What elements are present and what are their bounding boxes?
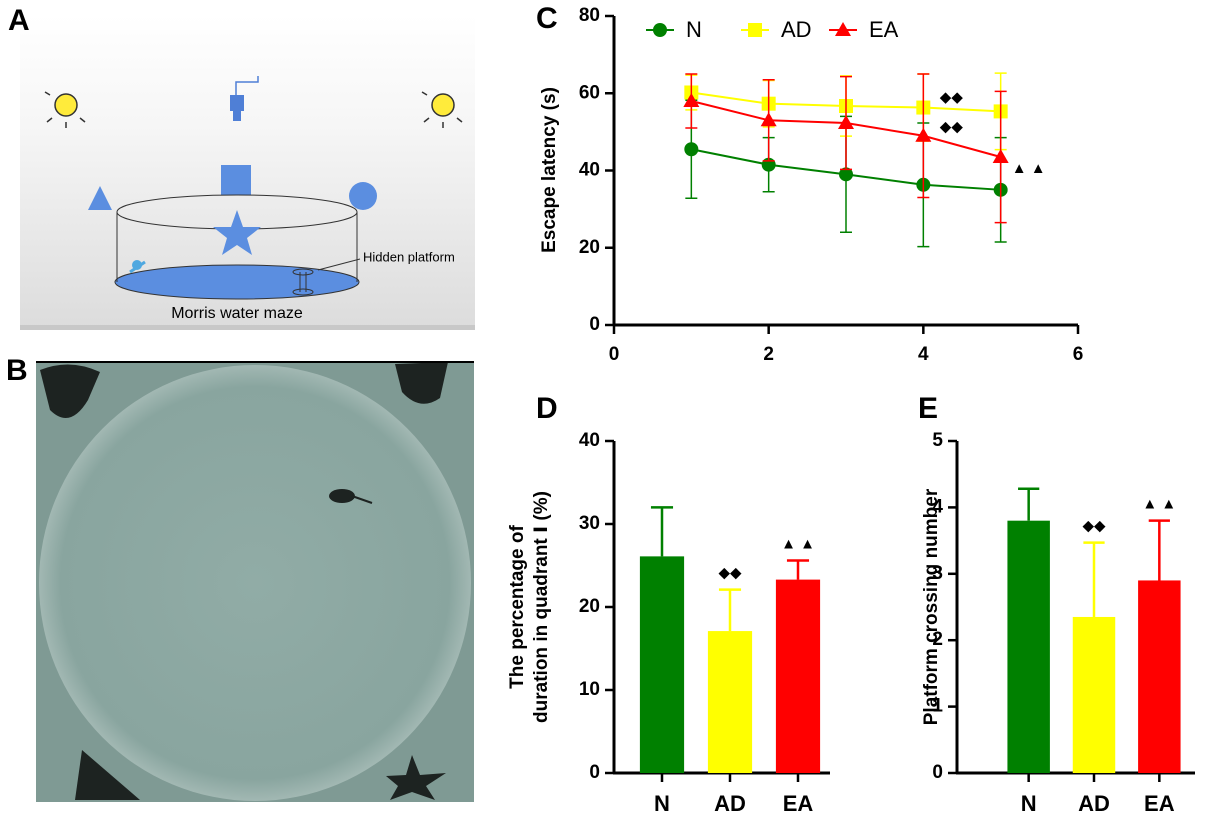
x-tick-label: 6 [1073,344,1084,365]
error-bar [1018,487,1040,521]
significance-mark: ▲ ▲ [781,535,815,552]
platform-label: Hidden platform [363,249,455,264]
bar [639,556,685,773]
y-tick-label: 60 [579,82,600,103]
panel-label: D [536,392,558,425]
panel-label: A [8,4,30,37]
y-tick-label: 20 [579,596,600,617]
significance-mark: ◆◆ [718,565,742,582]
maze-photo [36,361,474,802]
x-tick-label: EA [783,791,814,816]
y-tick-label: 5 [932,430,943,451]
error-bar [1148,519,1170,581]
y-axis-label: Platform crossing number [921,488,942,725]
maze-diagram: Hidden platform Morris water maze [20,15,475,330]
data-point [684,142,699,157]
data-point [760,112,777,127]
y-tick-label: 10 [579,679,600,700]
legend-label: N [686,17,702,42]
y-tick-label: 20 [579,237,600,258]
y-axis-label: The percentage of [507,525,528,689]
bar [775,579,821,773]
data-point [915,127,932,142]
data-point [992,148,1009,163]
legend-label: EA [869,17,899,42]
y-axis-label: Escape latency (s) [539,87,560,253]
y-tick-label: 0 [589,762,600,783]
significance-mark: ◆◆ [940,119,964,136]
x-tick-label: AD [1078,791,1110,816]
bar [707,631,753,773]
x-tick-label: N [1021,791,1037,816]
significance-mark: ◆◆ [1082,518,1106,535]
data-point [839,167,853,182]
y-tick-label: 2 [932,629,943,650]
panel-label: E [918,392,938,425]
data-point [838,114,854,129]
y-tick-label: 3 [932,563,943,584]
significance-mark: ▲ ▲ [1142,496,1176,513]
y-tick-label: 0 [589,314,600,335]
y-tick-label: 40 [579,160,600,181]
y-tick-label: 0 [932,762,943,783]
x-tick-label: EA [1144,791,1175,816]
y-tick-label: 80 [579,5,600,26]
bar [1072,616,1116,773]
legend-label: AD [781,17,812,42]
x-tick-label: AD [714,791,746,816]
x-tick-label: 2 [763,344,774,365]
x-tick-label: 0 [609,344,620,365]
diagram-caption: Morris water maze [171,305,303,322]
error-bar [786,559,810,580]
y-tick-label: 1 [932,696,943,717]
panel-label: B [6,354,28,387]
bar [1138,580,1181,773]
error-bar [650,506,674,557]
y-tick-label: 40 [579,430,600,451]
y-axis-label: duration in quadrant Ⅰ (%) [531,491,552,723]
significance-mark: ▲ ▲ [1012,160,1046,177]
x-tick-label: N [654,791,670,816]
x-tick-label: 4 [918,344,929,365]
data-point [683,92,700,107]
bar [1007,520,1050,773]
panel-label: C [536,2,558,35]
y-tick-label: 30 [579,513,600,534]
y-tick-label: 4 [932,496,943,517]
error-bar [1083,541,1105,617]
error-bar [718,588,742,632]
significance-mark: ◆◆ [940,89,964,106]
